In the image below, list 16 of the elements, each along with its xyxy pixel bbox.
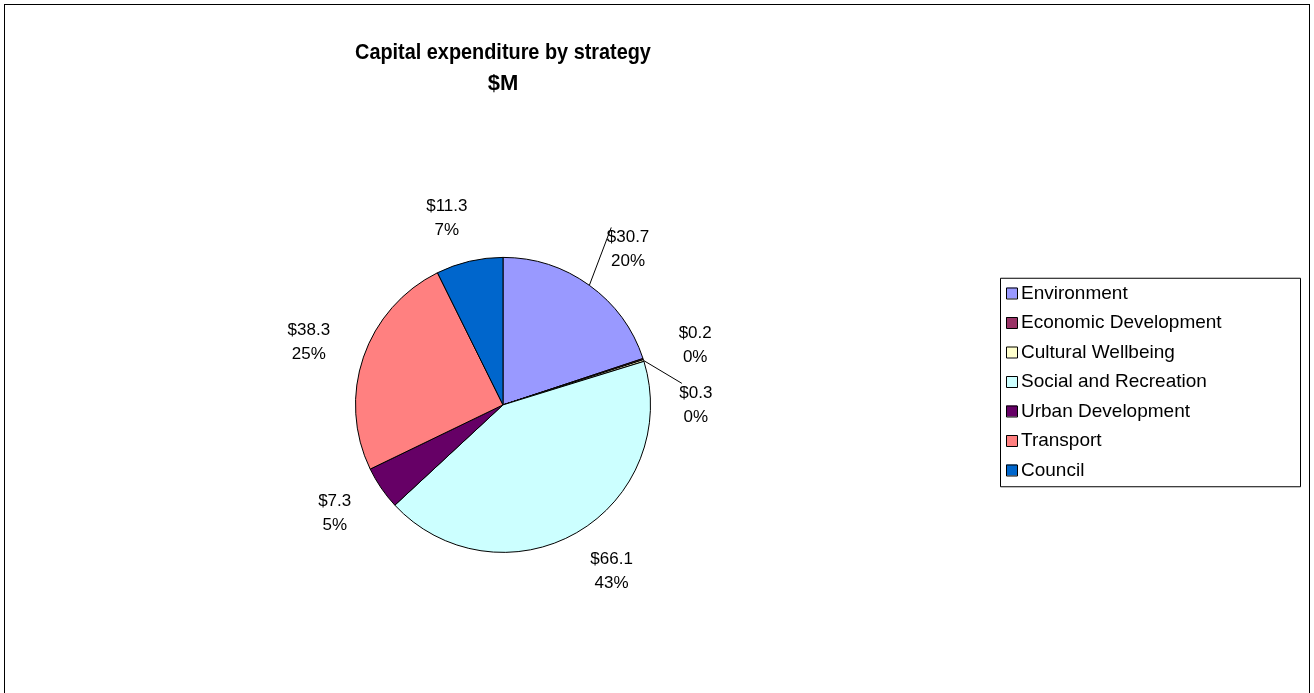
- legend-label: Urban Development: [1021, 399, 1191, 421]
- chart-title: Capital expenditure by strategy: [355, 39, 652, 64]
- data-label: $7.3 5%: [318, 490, 352, 534]
- legend-label: Council: [1021, 458, 1085, 480]
- data-label: $11.3 7%: [426, 195, 468, 239]
- data-label: $0.2 0%: [678, 323, 712, 367]
- data-label: $0.3 0%: [679, 383, 713, 427]
- chart-subtitle: $M: [487, 69, 519, 95]
- legend-label: Economic Development: [1021, 311, 1223, 333]
- legend-label: Social and Recreation: [1021, 370, 1207, 392]
- data-label: $30.7 20%: [606, 227, 650, 271]
- data-label: $66.1 43%: [590, 548, 633, 592]
- legend-label: Transport: [1021, 429, 1103, 451]
- data-label: $38.3 25%: [287, 320, 331, 364]
- legend-label: Cultural Wellbeing: [1021, 340, 1175, 362]
- legend-label: Environment: [1021, 281, 1129, 303]
